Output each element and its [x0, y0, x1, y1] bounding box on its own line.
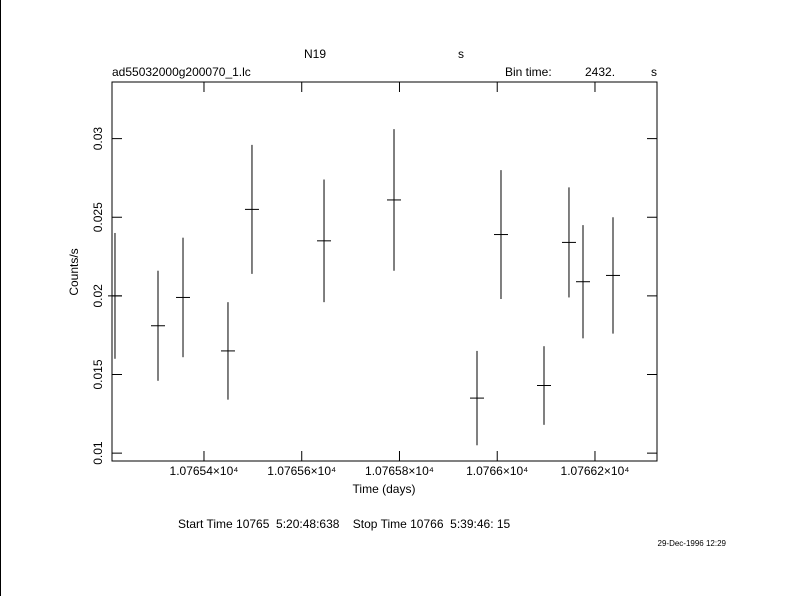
x-tick-label: 1.07658×10⁴ — [365, 464, 434, 478]
timestamp: 29-Dec-1996 12:29 — [658, 539, 727, 548]
y-tick-label: 0.03 — [91, 127, 105, 151]
x-axis-label: Time (days) — [353, 482, 416, 496]
x-tick-label: 1.07662×10⁴ — [561, 464, 630, 478]
x-tick-label: 1.07654×10⁴ — [170, 464, 239, 478]
title-suffix: s — [458, 47, 464, 61]
bin-time-label: Bin time: — [505, 65, 552, 79]
bin-time: 2432. — [585, 65, 615, 79]
y-tick-label: 0.01 — [91, 441, 105, 465]
y-tick-label: 0.025 — [91, 202, 105, 232]
x-tick-label: 1.0766×10⁴ — [466, 464, 528, 478]
y-axis-label: Counts/s — [67, 248, 81, 295]
plot-frame — [111, 81, 658, 462]
chart-title: N19 — [304, 47, 326, 61]
x-tick-label: 1.07656×10⁴ — [267, 464, 336, 478]
y-tick-label: 0.015 — [91, 359, 105, 389]
y-tick-label: 0.02 — [91, 284, 105, 308]
bin-time-unit: s — [651, 65, 657, 79]
footer: Start Time 10765 5:20:48:638 Stop Time 1… — [178, 517, 511, 531]
file-name: ad55032000g200070_1.lc — [112, 65, 251, 79]
